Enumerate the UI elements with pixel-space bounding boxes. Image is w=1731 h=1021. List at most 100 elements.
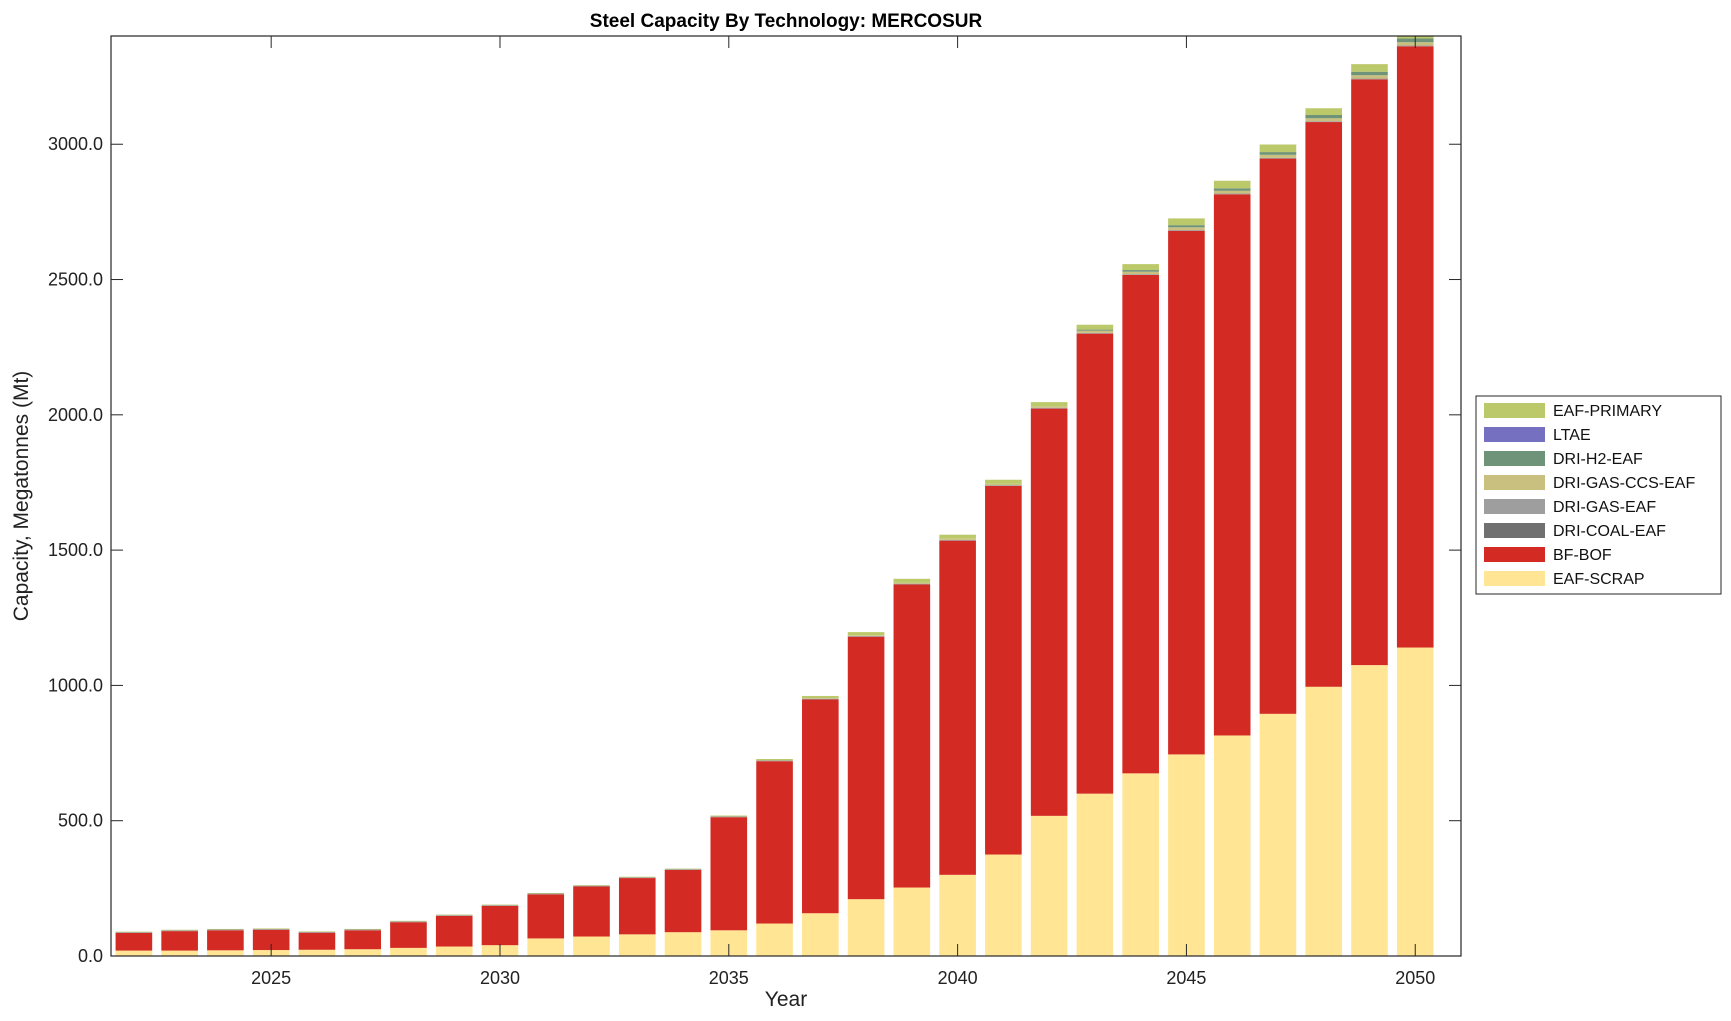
legend-label-dri-gas-ccs-eaf: DRI-GAS-CCS-EAF [1553,475,1695,492]
legend-swatch-dri-h2-eaf [1484,451,1545,466]
bar-dri-gas-ccs-eaf-2038 [847,635,885,636]
bar-dri-gas-eaf-2039 [893,583,931,585]
bar-dri-gas-eaf-2035 [710,816,748,818]
bar-eaf-primary-2029 [435,914,473,916]
bar-bf-bof-2050 [1396,46,1434,648]
bar-eaf-primary-2034 [664,868,702,870]
bar-dri-gas-eaf-2022 [115,932,153,933]
bar-eaf-primary-2035 [710,815,748,817]
bar-bf-bof-2026 [298,932,336,950]
bar-eaf-primary-2042 [1030,402,1068,407]
x-tick-label: 2040 [938,968,978,988]
bar-eaf-primary-2041 [985,479,1022,484]
bar-dri-h2-eaf-2047 [1259,152,1297,155]
chart-title: Steel Capacity By Technology: MERCOSUR [590,11,983,32]
bar-eaf-scrap-2046 [1213,735,1251,956]
bar-bf-bof-2028 [390,922,427,948]
bar-dri-gas-eaf-2026 [298,931,336,933]
bar-eaf-scrap-2042 [1030,815,1068,956]
bar-dri-h2-eaf-2043 [1076,329,1114,331]
bar-bf-bof-2023 [161,931,198,951]
bar-dri-gas-ccs-eaf-2042 [1030,406,1068,408]
legend-label-eaf-primary: EAF-PRIMARY [1553,403,1662,420]
bar-bf-bof-2034 [664,869,702,933]
bar-eaf-scrap-2043 [1076,793,1114,956]
bar-eaf-scrap-2027 [344,949,381,956]
bar-bf-bof-2049 [1351,79,1388,666]
y-tick-label: 3000.0 [48,134,103,154]
bar-dri-gas-eaf-2037 [802,698,839,700]
legend-swatch-bf-bof [1484,547,1545,562]
bar-eaf-scrap-2041 [985,854,1022,956]
legend-label-ltae: LTAE [1553,427,1591,444]
bar-dri-gas-eaf-2047 [1259,157,1297,159]
bar-eaf-scrap-2039 [893,887,931,956]
y-tick-label: 2500.0 [48,270,103,290]
bar-eaf-primary-2045 [1168,218,1205,226]
legend-label-dri-h2-eaf: DRI-H2-EAF [1553,451,1643,468]
bar-eaf-primary-2044 [1122,264,1159,271]
bar-eaf-scrap-2045 [1168,754,1205,956]
bar-eaf-primary-2036 [756,759,793,761]
bar-bf-bof-2024 [207,930,244,951]
x-tick-label: 2025 [251,968,291,988]
bar-bf-bof-2032 [573,886,610,937]
bar-dri-h2-eaf-2046 [1213,188,1251,191]
bar-dri-gas-ccs-eaf-2048 [1305,118,1343,122]
bar-bf-bof-2029 [435,915,473,947]
bar-dri-gas-eaf-2046 [1213,193,1251,195]
bar-dri-h2-eaf-2049 [1351,71,1388,76]
bar-eaf-scrap-2028 [390,947,427,956]
bar-dri-gas-ccs-eaf-2040 [939,538,976,540]
bar-dri-gas-eaf-2045 [1168,230,1205,231]
bar-bf-bof-2042 [1030,408,1068,816]
bar-eaf-primary-2023 [161,929,198,931]
y-tick-label: 0.0 [78,946,103,966]
bar-bf-bof-2045 [1168,230,1205,755]
bar-eaf-primary-2032 [573,885,610,886]
legend: EAF-PRIMARY LTAE DRI-H2-EAF DRI-GAS-CCS-EAF… [1475,395,1722,595]
bar-dri-gas-eaf-2025 [252,928,290,930]
x-tick-label: 2050 [1395,968,1435,988]
bar-dri-gas-ccs-eaf-2045 [1168,227,1205,231]
bar-bf-bof-2030 [481,905,519,946]
bar-eaf-primary-2028 [390,920,427,922]
bar-dri-gas-ccs-eaf-2047 [1259,154,1297,158]
bar-eaf-scrap-2036 [756,923,793,956]
bar-dri-gas-eaf-2034 [664,869,702,870]
bar-dri-gas-eaf-2024 [207,929,244,931]
bar-eaf-primary-2025 [252,928,290,929]
bar-dri-gas-ccs-eaf-2046 [1213,190,1251,194]
legend-swatch-eaf-primary [1484,403,1545,418]
bar-dri-h2-eaf-2044 [1122,270,1159,272]
bar-eaf-scrap-2038 [847,899,885,956]
bar-dri-gas-eaf-2036 [756,760,793,762]
bar-eaf-scrap-2031 [527,938,565,956]
bar-bf-bof-2040 [939,540,976,875]
bars-layer [115,36,1434,956]
x-axis-ticks: 2025 2030 2035 2040 2045 2050 [251,36,1435,988]
bar-dri-gas-ccs-eaf-2039 [893,582,931,584]
plot-frame [110,35,1462,957]
bar-eaf-primary-2040 [939,534,976,539]
bar-dri-gas-eaf-2028 [390,921,427,923]
bar-dri-gas-eaf-2038 [847,635,885,637]
bar-eaf-primary-2022 [115,931,153,933]
bar-bf-bof-2022 [115,933,153,951]
bar-bf-bof-2035 [710,817,748,931]
bar-dri-gas-eaf-2043 [1076,332,1114,334]
bar-eaf-scrap-2034 [664,932,702,956]
bar-eaf-primary-2046 [1213,180,1251,189]
bar-dri-gas-eaf-2042 [1030,407,1068,409]
bar-dri-gas-eaf-2030 [481,905,519,906]
bar-dri-gas-ccs-eaf-2044 [1122,271,1159,275]
bar-dri-gas-eaf-2040 [939,539,976,541]
y-axis-label: Capacity, Megatonnes (Mt) [10,371,33,622]
bar-bf-bof-2043 [1076,333,1114,794]
bar-dri-gas-eaf-2032 [573,885,610,887]
legend-label-dri-gas-eaf: DRI-GAS-EAF [1553,499,1656,516]
bar-eaf-scrap-2040 [939,874,976,956]
bar-eaf-primary-2031 [527,892,565,894]
bar-dri-gas-eaf-2023 [161,930,198,932]
